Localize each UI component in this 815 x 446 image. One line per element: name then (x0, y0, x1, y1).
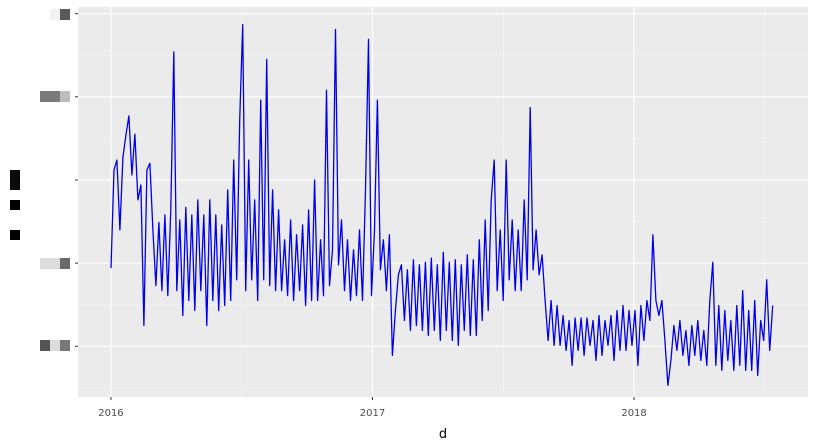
x-tick-label: 2016 (98, 408, 123, 419)
series-line (110, 23, 774, 387)
x-tick-label: 2017 (360, 408, 385, 419)
obscured-y-axis-labels (10, 9, 70, 351)
plot-panel (78, 7, 808, 397)
x-axis-title: d (439, 427, 447, 442)
x-tick-label: 2018 (621, 408, 646, 419)
